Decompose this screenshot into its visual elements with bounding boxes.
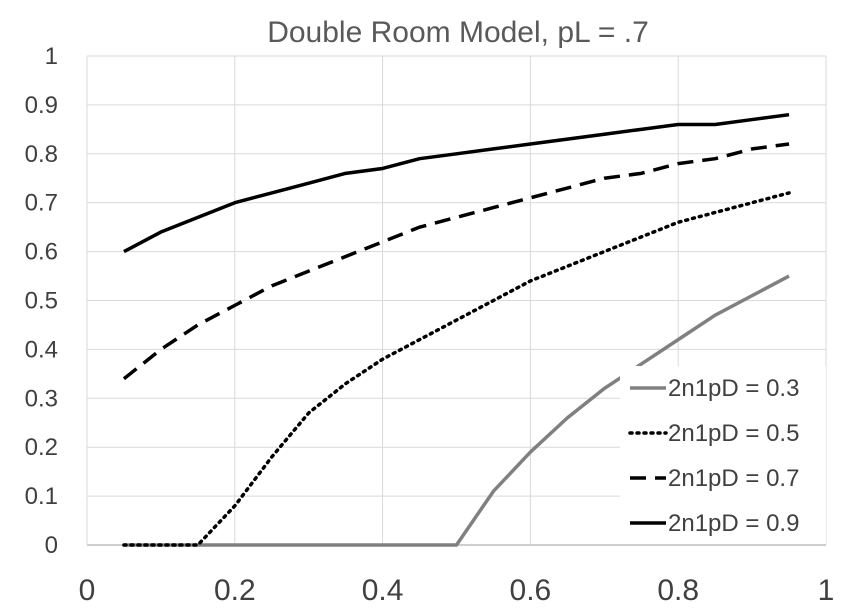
y-tick-label: 0.9 bbox=[25, 92, 58, 119]
chart-title: Double Room Model, pL = .7 bbox=[267, 16, 649, 49]
legend-background bbox=[620, 366, 826, 544]
series-line-1 bbox=[123, 274, 790, 547]
y-tick-label: 0.1 bbox=[25, 483, 58, 510]
legend-label: 2n1pD = 0.3 bbox=[668, 375, 799, 402]
y-tick-label: 0.2 bbox=[25, 434, 58, 461]
y-tick-label: 0.7 bbox=[25, 190, 58, 217]
legend-label: 2n1pD = 0.9 bbox=[668, 510, 799, 537]
x-tick-label: 0 bbox=[79, 574, 96, 607]
x-tick-label: 0.6 bbox=[510, 574, 552, 607]
legend-label: 2n1pD = 0.7 bbox=[668, 465, 799, 492]
x-tick-label: 1 bbox=[818, 574, 835, 607]
series-lines bbox=[122, 112, 791, 547]
legend: 2n1pD = 0.3 2n1pD = 0.5 2n1pD = 0.7 2n1pD =… bbox=[620, 366, 826, 544]
y-tick-label: 1 bbox=[45, 43, 58, 70]
series-line-2 bbox=[122, 191, 791, 547]
legend-label: 2n1pD = 0.5 bbox=[668, 420, 799, 447]
y-tick-label: 0.5 bbox=[25, 288, 58, 315]
x-tick-label: 0.4 bbox=[362, 574, 404, 607]
x-tick-label: 0.8 bbox=[657, 574, 699, 607]
y-tick-label: 0.6 bbox=[25, 239, 58, 266]
series-line-4 bbox=[123, 112, 790, 254]
y-tick-label: 0.8 bbox=[25, 141, 58, 168]
series-line-3 bbox=[122, 142, 790, 381]
y-tick-label: 0.3 bbox=[25, 385, 58, 412]
x-tick-label: 0.2 bbox=[214, 574, 256, 607]
y-tick-label: 0.4 bbox=[25, 336, 58, 363]
y-tick-label: 0 bbox=[45, 532, 58, 559]
